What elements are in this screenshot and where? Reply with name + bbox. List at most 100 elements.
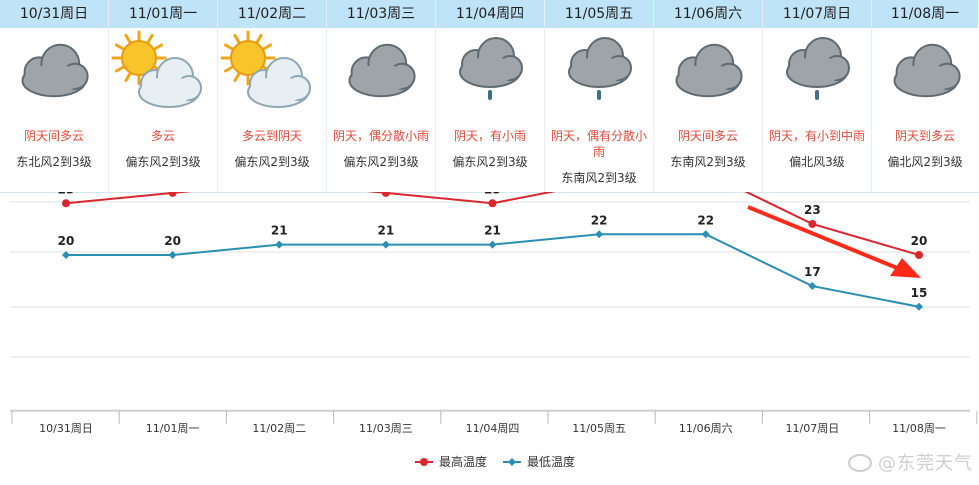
forecast-wind: 东南风2到3级 [561, 171, 637, 185]
data-label: 21 [271, 224, 288, 238]
forecast-day: 11/07周日阴天，有小到中雨 偏北风3级 [763, 0, 872, 192]
legend-marker [508, 458, 516, 466]
forecast-strip: 10/31周日 阴天间多云 东北风2到3级 11/01周一 多云 偏东风2到3级 11/02… [0, 0, 979, 193]
forecast-description: 阴天，有小雨 [453, 129, 526, 143]
cloud-shape [675, 43, 743, 98]
low-temp-point [275, 240, 284, 249]
forecast-day: 11/03周三 阴天，偶分散小雨 偏东风2到3级 [327, 0, 436, 192]
high-temp-point [808, 219, 817, 228]
forecast-day: 11/06周六阴天间多云东南风2到3级 [654, 0, 763, 192]
low-temp-point [168, 251, 177, 259]
high-temp-point [62, 199, 70, 208]
cloudy-icon [654, 30, 762, 115]
x-tick-label: 11/07周日 [786, 422, 840, 435]
sun-cloud-icon [218, 30, 326, 115]
low-temp-point [595, 230, 604, 239]
data-label: 22 [697, 213, 714, 227]
forecast-description: 多云 [150, 129, 175, 143]
forecast-wind: 偏北风2到3级 [887, 155, 963, 169]
forecast-day: 10/31周日阴天间多云东北风2到3级 [0, 0, 109, 192]
temperature-chart: 10/31周日 11/01周一 11/02周二 11/03周三 11/04周四 11/05… [10, 192, 978, 469]
cloud-shape [786, 37, 850, 88]
cloudy-icon [872, 30, 978, 115]
forecast-wind: 东南风2到3级 [670, 155, 746, 169]
forecast-description: 多云到阴天 [241, 129, 302, 143]
watermark-text: @东莞天气 [878, 453, 973, 474]
cloud-shape [138, 57, 202, 108]
light-rain-icon [763, 30, 871, 115]
legend-marker [420, 458, 428, 466]
legend: 最高温度 最低温度 [415, 454, 575, 469]
data-label: 21 [378, 224, 395, 238]
watermark: @东莞天气 [848, 449, 973, 475]
forecast-date: 11/08周一 [872, 0, 978, 28]
high-temp-point [381, 192, 390, 197]
light-rain-icon [545, 30, 653, 115]
cloud-shape [893, 43, 961, 98]
forecast-wind: 偏东风2到3级 [234, 155, 310, 169]
forecast-day: 11/01周一多云偏东风2到3级 [109, 0, 218, 192]
cloud-shape [459, 37, 523, 88]
red-arrow-annotation [747, 205, 921, 278]
raindrop-shape [488, 90, 492, 100]
legend-label: 最低温度 [527, 454, 575, 469]
data-label: 20 [164, 234, 181, 248]
cloud-shape [247, 57, 311, 108]
data-label: 25 [484, 192, 501, 196]
forecast-day: 11/02周二多云到阴天偏东风2到3级 [218, 0, 327, 192]
forecast-description: 阴天到多云 [894, 129, 955, 143]
x-tick-label: 11/08周一 [892, 422, 946, 435]
data-label: 22 [591, 213, 608, 227]
data-label: 20 [911, 234, 928, 248]
high-temp-point [915, 251, 923, 259]
low-temp-point [62, 251, 70, 259]
forecast-description: 阴天间多云 [23, 129, 84, 143]
x-tick-label: 11/01周一 [146, 422, 200, 435]
cloudy-icon [327, 30, 435, 115]
forecast-date: 11/07周日 [763, 0, 871, 28]
forecast-day: 11/04周四 阴天，有小雨 偏东风2到3级 [436, 0, 545, 192]
sun-shape [220, 30, 276, 86]
cloud-shape [348, 43, 416, 98]
x-tick-label: 11/02周二 [252, 422, 306, 435]
x-tick-label: 11/03周三 [359, 422, 413, 435]
forecast-day: 11/05周五 阴天，偶有分散小雨东南风2到3级 [545, 0, 654, 192]
forecast-date: 11/06周六 [654, 0, 762, 28]
data-label: 15 [911, 286, 928, 300]
high-temp-point [168, 192, 177, 197]
forecast-wind: 东北风2到3级 [16, 155, 92, 169]
low-temp-point [915, 302, 923, 311]
cloudy-icon [0, 30, 108, 115]
light-rain-icon [436, 30, 544, 115]
forecast-date: 11/05周五 [545, 0, 653, 28]
forecast-day: 11/08周一阴天到多云偏北风2到3级 [872, 0, 978, 192]
low-temp-point [381, 240, 390, 249]
low-temp-point [808, 282, 817, 291]
raindrop-shape [597, 90, 601, 100]
sun-cloud-icon [109, 30, 217, 115]
data-label: 23 [804, 203, 821, 217]
x-tick-label: 11/05周五 [572, 422, 626, 435]
forecast-description: 阴天间多云 [677, 129, 738, 143]
forecast-wind: 偏东风2到3级 [452, 155, 528, 169]
low-temp-point [488, 240, 497, 249]
weibo-icon [848, 454, 872, 472]
forecast-wind: 偏北风3级 [789, 155, 845, 169]
forecast-description: 阴天，偶分散小雨 [332, 129, 429, 143]
forecast-date: 11/02周二 [218, 0, 326, 28]
high-temp-point [488, 199, 497, 208]
forecast-description: 阴天，有小到中雨 [768, 129, 865, 143]
raindrop-shape [815, 90, 819, 100]
legend-label: 最高温度 [439, 454, 487, 469]
x-tick-label: 11/04周四 [466, 422, 520, 435]
cloud-shape [568, 37, 632, 88]
forecast-date: 11/01周一 [109, 0, 217, 28]
forecast-wind: 偏东风2到3级 [125, 155, 201, 169]
x-tick-label: 10/31周日 [39, 422, 93, 435]
forecast-date: 10/31周日 [0, 0, 108, 28]
data-label: 17 [804, 265, 821, 279]
x-tick-label: 11/06周六 [679, 422, 733, 435]
forecast-description: 阴天，偶有分散小雨 [550, 129, 647, 159]
cloud-shape [21, 43, 89, 98]
data-label: 21 [484, 224, 501, 238]
